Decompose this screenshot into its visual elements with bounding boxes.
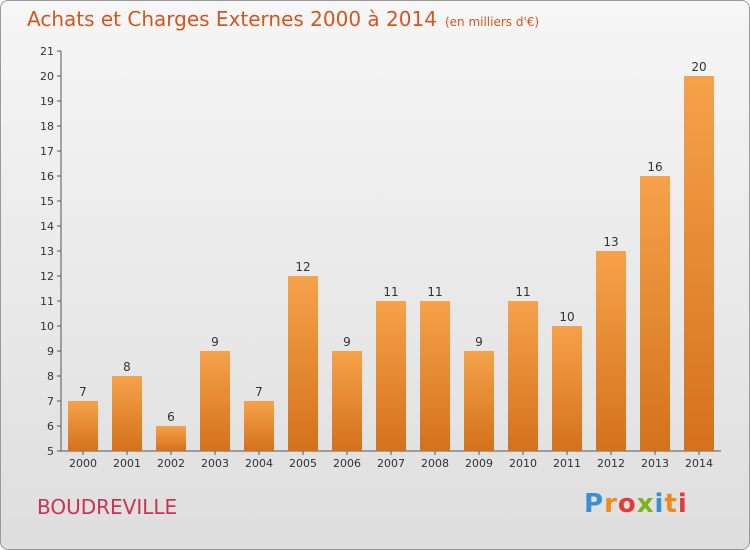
y-tick-label: 9 [47, 345, 54, 358]
y-tick-label: 5 [47, 445, 54, 458]
data-label: 10 [559, 310, 574, 324]
data-label: 20 [691, 60, 706, 74]
data-label: 11 [427, 285, 442, 299]
data-label: 12 [295, 260, 310, 274]
bar-2001 [112, 376, 142, 451]
proxiti-logo[interactable]: Proxiti [584, 489, 688, 519]
x-tick-label: 2006 [333, 457, 361, 470]
bar-2002 [156, 426, 186, 451]
logo-letter: r [604, 489, 618, 519]
data-label: 11 [515, 285, 530, 299]
x-tick-label: 2013 [641, 457, 669, 470]
unit-label: (en milliers d'€) [444, 15, 540, 29]
x-tick-label: 2003 [201, 457, 229, 470]
y-tick-label: 10 [40, 320, 54, 333]
x-tick-label: 2001 [113, 457, 141, 470]
x-tick-label: 2008 [421, 457, 449, 470]
bar-2005 [288, 276, 318, 451]
bar-2010 [508, 301, 538, 451]
bar-2007 [376, 301, 406, 451]
logo-letter: x [636, 489, 655, 519]
x-tick-label: 2014 [685, 457, 713, 470]
logo-letter: o [617, 489, 637, 519]
logo-letter: t [664, 489, 678, 519]
x-tick-label: 2007 [377, 457, 405, 470]
chart-title: Achats et Charges Externes 2000 à 2014 (e… [27, 7, 539, 31]
data-label: 9 [211, 335, 219, 349]
y-tick-label: 16 [40, 170, 54, 183]
x-tick-label: 2002 [157, 457, 185, 470]
y-tick-label: 7 [47, 395, 54, 408]
x-tick-label: 2004 [245, 457, 273, 470]
title-text: Achats et Charges Externes 2000 à 2014 [27, 7, 437, 31]
x-tick-label: 2010 [509, 457, 537, 470]
logo-letter: i [654, 489, 665, 519]
data-label: 9 [343, 335, 351, 349]
y-tick-label: 17 [40, 145, 54, 158]
data-label: 7 [255, 385, 263, 399]
x-tick-label: 2009 [465, 457, 493, 470]
data-label: 9 [475, 335, 483, 349]
bar-2013 [640, 176, 670, 451]
y-tick-label: 11 [40, 295, 54, 308]
y-tick-label: 12 [40, 270, 54, 283]
logo-letter: i [677, 489, 688, 519]
y-tick-label: 19 [40, 95, 54, 108]
y-tick-label: 21 [40, 45, 54, 58]
y-tick-label: 20 [40, 70, 54, 83]
bar-2004 [244, 401, 274, 451]
x-tick-label: 2005 [289, 457, 317, 470]
x-tick-label: 2012 [597, 457, 625, 470]
bar-2008 [420, 301, 450, 451]
bar-2014 [684, 76, 714, 451]
x-tick-label: 2000 [69, 457, 97, 470]
data-label: 6 [167, 410, 175, 424]
bar-2011 [552, 326, 582, 451]
data-label: 16 [647, 160, 662, 174]
data-label: 11 [383, 285, 398, 299]
data-label: 8 [123, 360, 131, 374]
bar-2009 [464, 351, 494, 451]
y-tick-label: 6 [47, 420, 54, 433]
logo-letter: P [584, 489, 605, 519]
y-tick-label: 15 [40, 195, 54, 208]
x-tick-label: 2011 [553, 457, 581, 470]
y-tick-label: 13 [40, 245, 54, 258]
y-tick-label: 14 [40, 220, 54, 233]
commune-name: BOUDREVILLE [37, 495, 178, 519]
y-tick-label: 8 [47, 370, 54, 383]
bar-2012 [596, 251, 626, 451]
data-label: 13 [603, 235, 618, 249]
data-label: 7 [79, 385, 87, 399]
bar-2003 [200, 351, 230, 451]
bar-2006 [332, 351, 362, 451]
bar-2000 [68, 401, 98, 451]
y-tick-label: 18 [40, 120, 54, 133]
